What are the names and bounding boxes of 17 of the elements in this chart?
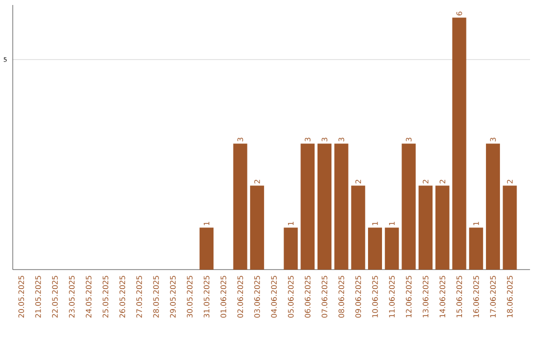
bar: [368, 227, 382, 270]
bar: [200, 227, 214, 270]
bar: [300, 143, 315, 270]
bar: [402, 143, 416, 270]
bar: [469, 227, 484, 270]
bar: [435, 185, 450, 270]
bar: [250, 185, 264, 270]
bar: [284, 227, 298, 270]
bar: [384, 227, 399, 270]
bar: [486, 143, 500, 270]
bar: [502, 185, 517, 270]
bar: [317, 143, 332, 270]
bar: [233, 143, 248, 270]
bar: [334, 143, 348, 270]
bar: [452, 17, 466, 270]
bar: [418, 185, 433, 270]
bar: [351, 185, 366, 270]
